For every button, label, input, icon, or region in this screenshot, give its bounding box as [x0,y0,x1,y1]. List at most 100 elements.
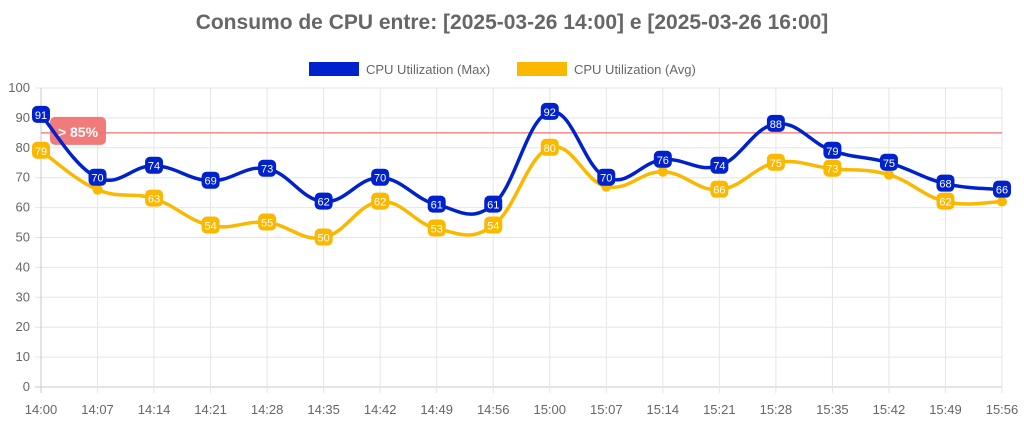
data-label-box [371,192,390,210]
y-tick-label: 0 [23,379,30,394]
data-label: 76 [657,155,669,167]
data-label: 91 [35,110,47,122]
data-label-box [484,216,503,234]
y-tick-label: 30 [16,289,30,304]
data-label: 53 [431,224,443,236]
data-label: 75 [883,158,895,170]
data-label: 62 [939,197,951,209]
data-label: 73 [826,164,838,176]
data-label-box [766,114,785,132]
data-label: 80 [544,143,556,155]
data-label: 50 [318,233,330,245]
data-label-box [936,174,955,192]
data-label-box [427,219,446,237]
data-label-box [653,150,672,168]
x-tick-label: 15:07 [590,402,623,417]
data-label-box [540,102,559,120]
data-label: 74 [148,161,160,173]
x-tick-label: 15:49 [929,402,962,417]
legend-label: CPU Utilization (Avg) [574,62,696,77]
data-label: 66 [996,185,1008,197]
y-tick-label: 10 [16,349,30,364]
series-line [39,110,1004,216]
legend-item[interactable]: CPU Utilization (Max) [309,62,490,77]
legend-item[interactable]: CPU Utilization (Avg) [517,62,696,77]
data-label: 62 [374,197,386,209]
threshold-annotation-box [50,116,106,145]
data-label-box [201,171,220,189]
y-tick-label: 100 [8,80,30,95]
data-label: 68 [939,179,951,191]
data-label-box [145,156,164,174]
legend-swatch [309,62,359,76]
data-label: 62 [318,197,330,209]
y-tick-label: 90 [16,110,30,125]
data-label-box [710,156,729,174]
legend-swatch [517,62,567,76]
x-tick-label: 14:49 [420,402,453,417]
y-tick-label: 80 [16,140,30,155]
data-label: 54 [204,221,216,233]
data-point [883,169,894,180]
data-label-box [32,141,50,159]
x-tick-label: 15:14 [647,402,680,417]
data-label-box [88,168,107,186]
data-label-box [597,168,616,186]
data-label-box [427,195,446,213]
x-tick-label: 14:14 [138,402,171,417]
legend[interactable]: CPU Utilization (Max) CPU Utilization (Av… [309,62,696,77]
y-tick-label: 60 [16,200,30,215]
data-label: 54 [487,221,499,233]
y-tick-label: 40 [16,259,30,274]
x-tick-label: 15:00 [533,402,566,417]
x-tick-label: 14:28 [251,402,284,417]
data-label: 70 [91,173,103,185]
data-label: 74 [713,161,725,173]
x-tick-label: 14:42 [364,402,397,417]
x-tick-label: 15:56 [986,402,1019,417]
data-label-box [201,216,220,234]
point-labels: 79 63 54 55 50 62 53 54 80 66 75 73 62 91 70 74 69 73 62 70… [32,102,1011,246]
data-label-box [314,192,333,210]
data-label: 63 [148,194,160,206]
data-label-box [371,168,390,186]
grid [35,87,1003,393]
data-label: 79 [826,146,838,158]
y-tick-label: 50 [16,230,30,245]
data-label-box [258,213,277,231]
x-tick-label: 15:21 [703,402,736,417]
series [36,106,1007,243]
legend-label: CPU Utilization (Max) [366,62,490,77]
data-label: 92 [544,107,556,119]
x-tick-label: 14:21 [194,402,227,417]
threshold-annotation-label: > 85% [58,124,99,140]
data-label: 70 [374,173,386,185]
data-label-box [879,153,898,171]
data-label-box [710,180,729,198]
data-label: 75 [770,158,782,170]
x-tick-label: 15:42 [873,402,906,417]
data-label-box [258,159,277,177]
data-label-box [484,195,503,213]
data-label: 73 [261,164,273,176]
x-tick-label: 15:35 [816,402,849,417]
data-label: 66 [713,185,725,197]
data-label: 61 [487,200,499,212]
axes: 0 10 20 30 40 50 60 70 80 90 100 14:00 14:07 14:14 14:… [8,80,1018,417]
data-label-box [936,192,955,210]
threshold: > 85% [41,116,1002,145]
data-label-box [766,153,785,171]
data-label: 61 [431,200,443,212]
data-label-box [823,159,842,177]
data-label: 79 [35,146,47,158]
data-label: 55 [261,218,273,230]
y-tick-label: 20 [16,319,30,334]
data-label-box [32,105,50,123]
data-point [92,184,103,195]
x-tick-label: 14:07 [81,402,114,417]
data-label-box [540,138,559,156]
data-point [997,196,1007,207]
data-label-box [993,180,1011,198]
